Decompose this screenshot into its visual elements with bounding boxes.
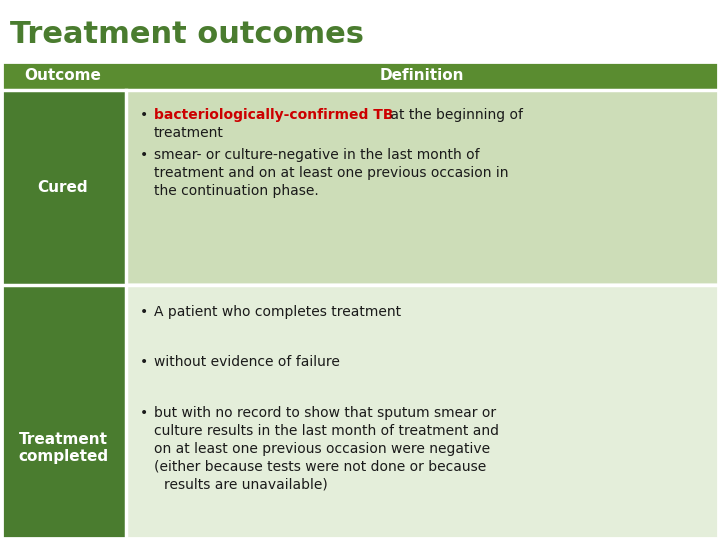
Bar (126, 283, 718, 538)
Text: treatment and on at least one previous occasion in: treatment and on at least one previous o… (154, 166, 508, 180)
Text: smear- or culture-negative in the last month of: smear- or culture-negative in the last m… (154, 147, 480, 161)
Text: Treatment outcomes: Treatment outcomes (10, 20, 364, 49)
Text: •: • (140, 406, 148, 420)
Text: but with no record to show that sputum smear or: but with no record to show that sputum s… (154, 406, 496, 420)
Text: results are unavailable): results are unavailable) (164, 478, 328, 492)
Bar (126, 90, 718, 285)
Text: •: • (140, 355, 148, 369)
Text: Cured: Cured (37, 180, 89, 195)
Text: (either because tests were not done or because: (either because tests were not done or b… (154, 460, 486, 474)
Text: at the beginning of: at the beginning of (386, 108, 523, 122)
Bar (2, 283, 126, 538)
Text: culture results in the last month of treatment and: culture results in the last month of tre… (154, 424, 499, 438)
Text: bacteriologically-confirmed TB: bacteriologically-confirmed TB (154, 108, 394, 122)
Text: •: • (140, 147, 148, 161)
Text: Treatment
completed: Treatment completed (18, 432, 108, 464)
Text: Outcome: Outcome (24, 69, 102, 84)
Bar (2, 62, 718, 538)
Text: •: • (140, 108, 148, 122)
Text: the continuation phase.: the continuation phase. (154, 184, 319, 198)
Text: Definition: Definition (379, 69, 464, 84)
Text: A patient who completes treatment: A patient who completes treatment (154, 305, 401, 319)
Text: without evidence of failure: without evidence of failure (154, 355, 340, 369)
Text: on at least one previous occasion were negative: on at least one previous occasion were n… (154, 442, 490, 456)
Text: treatment: treatment (154, 126, 224, 140)
Bar (2, 90, 126, 285)
Text: •: • (140, 305, 148, 319)
Bar (2, 62, 718, 90)
